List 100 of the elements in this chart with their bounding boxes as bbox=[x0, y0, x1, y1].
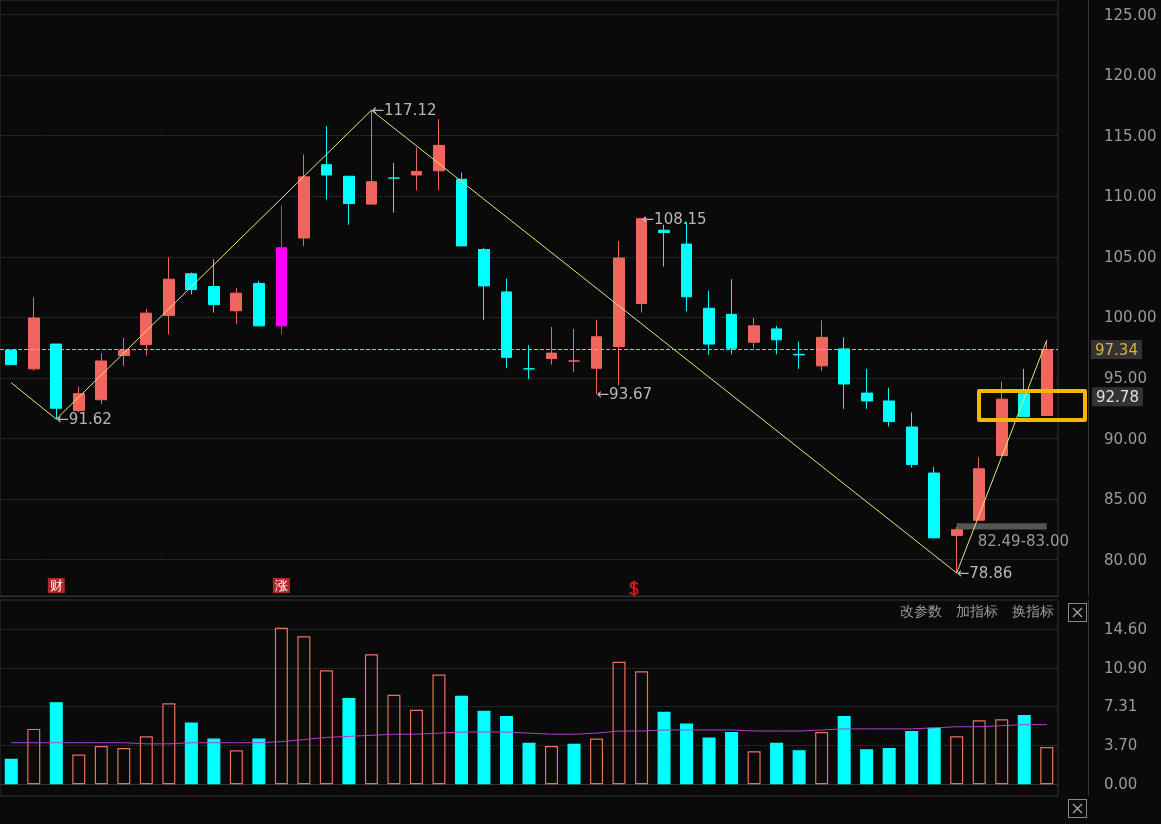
y-tick-label: 110.00 bbox=[1104, 187, 1157, 206]
candlestick bbox=[433, 118, 445, 191]
candlestick bbox=[816, 319, 828, 372]
bar bbox=[432, 674, 446, 785]
candlestick bbox=[321, 125, 332, 200]
candlestick bbox=[73, 385, 85, 413]
annotation: 改参数 bbox=[900, 603, 942, 619]
bar bbox=[139, 736, 153, 785]
bar bbox=[184, 722, 198, 785]
candlestick bbox=[1018, 368, 1030, 418]
bar bbox=[995, 719, 1009, 785]
candlestick bbox=[861, 368, 873, 410]
annotation: ←93.67 bbox=[596, 385, 653, 404]
annotation: ←117.12 bbox=[371, 100, 437, 119]
bar bbox=[522, 742, 536, 785]
candlestick bbox=[906, 411, 918, 469]
bar bbox=[364, 654, 378, 785]
y-tick-label: 3.70 bbox=[1104, 735, 1138, 754]
y-tick-label: 85.00 bbox=[1104, 490, 1147, 509]
candlestick bbox=[95, 352, 107, 405]
bar bbox=[905, 731, 919, 785]
bar bbox=[319, 670, 333, 785]
bar bbox=[1040, 747, 1054, 785]
candlestick bbox=[613, 240, 625, 386]
bar bbox=[972, 720, 986, 785]
candlestick bbox=[298, 153, 310, 247]
candlestick bbox=[478, 247, 490, 321]
bar bbox=[770, 742, 784, 785]
bar bbox=[499, 716, 513, 785]
bar bbox=[792, 750, 806, 785]
candlestick bbox=[5, 349, 17, 366]
candlestick bbox=[343, 175, 355, 226]
annotation: 换指标 bbox=[1012, 603, 1054, 619]
candlestick bbox=[568, 328, 580, 373]
annotation: 加指标 bbox=[956, 603, 998, 619]
ref-line-label: 97.34 bbox=[1095, 340, 1138, 359]
bar bbox=[4, 758, 18, 785]
candlestick bbox=[28, 296, 40, 372]
candlestick bbox=[276, 204, 287, 335]
bar bbox=[950, 736, 964, 785]
band-label: 82.49-83.00 bbox=[977, 532, 1069, 550]
annotation: ←91.62 bbox=[56, 409, 112, 428]
bar bbox=[635, 671, 649, 785]
y-tick-label: 14.60 bbox=[1104, 619, 1147, 638]
y-tick-label: 120.00 bbox=[1104, 66, 1157, 85]
bar bbox=[117, 748, 131, 785]
candlestick bbox=[253, 280, 265, 327]
bar bbox=[342, 698, 356, 785]
bar bbox=[837, 716, 851, 785]
bar bbox=[612, 661, 626, 785]
candlestick bbox=[523, 344, 535, 380]
candlestick bbox=[726, 278, 737, 355]
bar bbox=[252, 738, 266, 785]
bar bbox=[657, 711, 671, 785]
y-tick-label: 125.00 bbox=[1104, 5, 1157, 24]
annotation: ←108.15 bbox=[641, 209, 707, 228]
y-tick-label: 0.00 bbox=[1104, 775, 1138, 794]
y-tick-label: 10.90 bbox=[1104, 659, 1147, 678]
candlestick bbox=[163, 256, 175, 335]
bar bbox=[477, 710, 491, 785]
bar bbox=[27, 728, 41, 785]
candlestick bbox=[883, 387, 895, 427]
bar bbox=[72, 754, 86, 785]
annotation: 财 bbox=[49, 578, 63, 593]
bar bbox=[927, 727, 941, 785]
bar bbox=[49, 702, 63, 785]
bar bbox=[860, 749, 874, 785]
bar bbox=[747, 751, 761, 785]
candlestick bbox=[973, 456, 985, 521]
y-tick-label: 7.31 bbox=[1104, 697, 1138, 716]
text: 92.78 bbox=[1096, 387, 1139, 406]
bar bbox=[162, 703, 176, 785]
candlestick bbox=[388, 162, 400, 214]
line-series bbox=[10, 724, 1048, 745]
candlestick bbox=[208, 258, 220, 314]
bar bbox=[1017, 715, 1031, 785]
candlestick bbox=[230, 287, 242, 325]
bar bbox=[409, 709, 423, 785]
bar bbox=[229, 750, 243, 785]
candlestick bbox=[748, 317, 760, 349]
bar bbox=[274, 627, 288, 785]
candlestick bbox=[546, 326, 557, 366]
candlestick bbox=[140, 308, 152, 357]
y-tick-label: 100.00 bbox=[1104, 308, 1157, 327]
bar bbox=[725, 732, 739, 785]
bar bbox=[454, 695, 468, 785]
bar bbox=[815, 732, 829, 785]
y-tick-label: 105.00 bbox=[1104, 247, 1157, 266]
candlestick bbox=[658, 224, 670, 267]
bar bbox=[567, 743, 581, 785]
y-tick-label: 90.00 bbox=[1104, 429, 1147, 448]
annotation: 涨 bbox=[274, 578, 288, 593]
y-tick-label: 115.00 bbox=[1104, 126, 1157, 145]
candlestick bbox=[185, 272, 197, 295]
annotation: ←78.86 bbox=[956, 564, 1013, 583]
candlestick bbox=[501, 278, 512, 369]
bar bbox=[297, 636, 311, 785]
candlestick bbox=[793, 341, 805, 370]
candlestick bbox=[771, 325, 782, 355]
candlestick bbox=[456, 172, 467, 247]
